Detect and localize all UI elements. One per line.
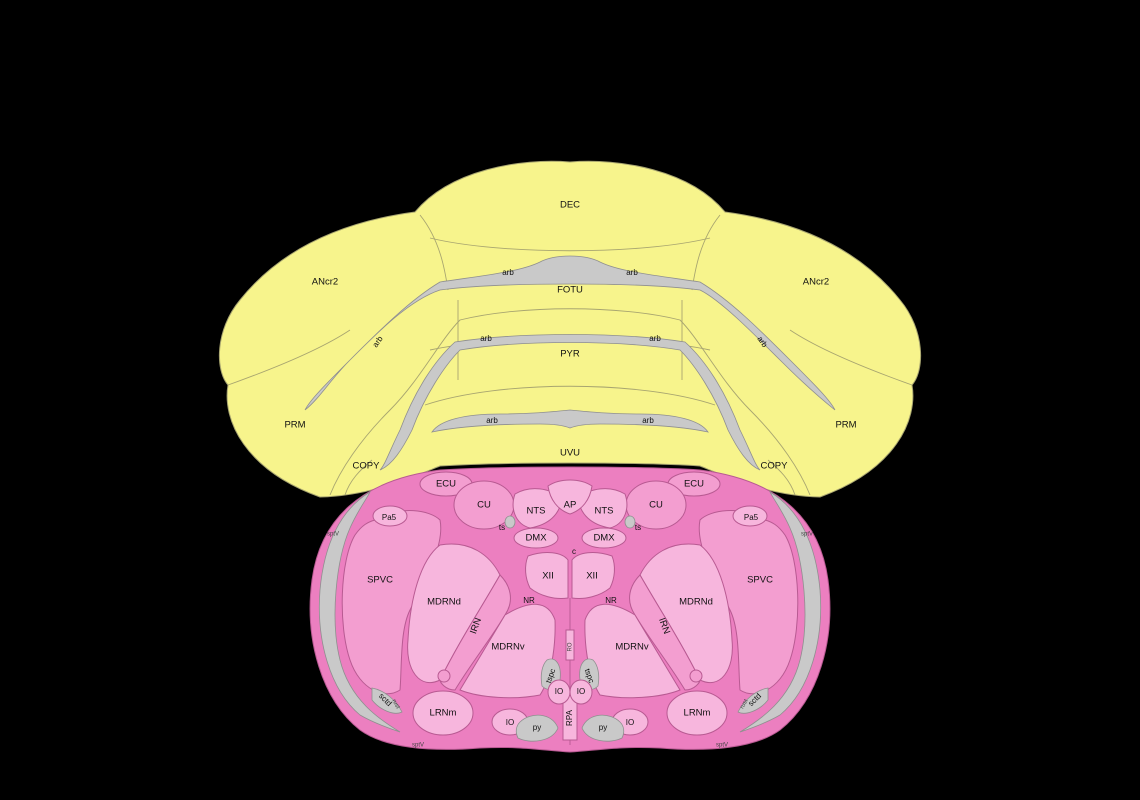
label-io-1: IO (555, 687, 563, 696)
label-nr-left: NR (523, 596, 535, 605)
label-sptv-left-top: sptV (327, 532, 339, 538)
sctd-right (737, 687, 769, 714)
lrnm-right (666, 690, 728, 736)
label-arb-2: arb (626, 268, 638, 277)
label-spvc-left: SPVC (367, 575, 393, 586)
medulla: ECU ECU CU CU NTS NTS AP ts ts DMX DMX c… (309, 466, 831, 753)
label-nts-right: NTS (595, 506, 614, 517)
dmx-right (581, 527, 627, 549)
ts-left (504, 515, 516, 529)
label-ancr2-left: ANcr2 (312, 277, 338, 288)
xii-right (571, 552, 615, 599)
label-ecu-right: ECU (684, 479, 704, 490)
dmx-left (513, 527, 559, 549)
label-nts-left: NTS (527, 506, 546, 517)
label-fotu: FOTU (557, 285, 583, 296)
mdrnv-left (459, 603, 556, 699)
label-io-3: IO (506, 718, 514, 727)
pa5-left (372, 505, 408, 527)
pa5-right (732, 505, 768, 527)
label-spvc-right: SPVC (747, 575, 773, 586)
label-dec: DEC (560, 200, 580, 211)
label-pa5-right: Pa5 (744, 513, 759, 522)
irn-left (439, 574, 511, 691)
label-copy-right: COPY (761, 461, 789, 472)
label-c: c (572, 547, 576, 556)
label-irn-right: IRN (656, 616, 672, 635)
sctd-left (371, 687, 403, 714)
label-ap: AP (564, 500, 577, 511)
ap (547, 479, 593, 515)
sptv-left (318, 490, 401, 733)
label-mdrnv-left: MDRNv (491, 642, 524, 653)
label-io-4: IO (626, 718, 634, 727)
label-py-right: py (599, 723, 607, 732)
label-prm-right: PRM (835, 420, 856, 431)
label-mdrnd-right: MDRNd (679, 597, 713, 608)
lrnm-left (412, 690, 474, 736)
py-left (515, 714, 559, 742)
label-sptv-right-bottom: sptV (716, 743, 728, 749)
label-pa5-left: Pa5 (382, 513, 397, 522)
io-right-inner (569, 679, 593, 705)
label-arb-3: arb (480, 334, 492, 343)
nts-right (577, 488, 628, 529)
mdrnv-right (584, 603, 681, 699)
label-py-left: py (533, 723, 541, 732)
label-rpa: RPA (565, 709, 574, 726)
label-mdrnv-right: MDRNv (615, 642, 648, 653)
label-lrnm-right: LRNm (684, 708, 711, 719)
nts-left (512, 488, 563, 529)
spvc-right (698, 510, 799, 695)
label-arb-5: arb (486, 416, 498, 425)
label-ancr2-right: ANcr2 (803, 277, 829, 288)
label-arb-4: arb (649, 334, 661, 343)
label-ro: RO (568, 642, 574, 651)
label-arb-6: arb (642, 416, 654, 425)
ro (565, 629, 575, 661)
label-prm-left: PRM (284, 420, 305, 431)
label-mdrnd-left: MDRNd (427, 597, 461, 608)
label-io-2: IO (577, 687, 585, 696)
label-sptv-left-bottom: sptV (412, 743, 424, 749)
label-copy-left: COPY (353, 461, 381, 472)
label-dmx-left: DMX (525, 533, 547, 544)
label-cu-left: CU (477, 500, 491, 511)
label-rust-right: rust (739, 698, 749, 710)
xii-left (525, 552, 569, 599)
label-nr-right: NR (605, 596, 617, 605)
spvc-left (341, 510, 442, 695)
label-uvu: UVU (560, 448, 580, 459)
label-ts-left: ts (499, 523, 505, 532)
label-arb-1: arb (502, 268, 514, 277)
sptv-right (739, 490, 822, 733)
label-dmx-right: DMX (593, 533, 615, 544)
label-cu-right: CU (649, 500, 663, 511)
arb-upper (304, 255, 836, 411)
label-irn-left: IRN (468, 616, 484, 635)
ts-right (624, 515, 636, 529)
arb-middle (379, 334, 761, 471)
label-lrnm-left: LRNm (430, 708, 457, 719)
label-pyr: PYR (560, 349, 580, 360)
label-rust-left: rust (390, 698, 400, 710)
irn-right (629, 574, 701, 691)
label-sptv-right-top: sptV (801, 532, 813, 538)
label-xii-left: XII (542, 571, 554, 582)
py-right (581, 714, 625, 742)
label-xii-right: XII (586, 571, 598, 582)
arb-lower (431, 409, 709, 433)
label-ecu-left: ECU (436, 479, 456, 490)
label-ts-right: ts (635, 523, 641, 532)
